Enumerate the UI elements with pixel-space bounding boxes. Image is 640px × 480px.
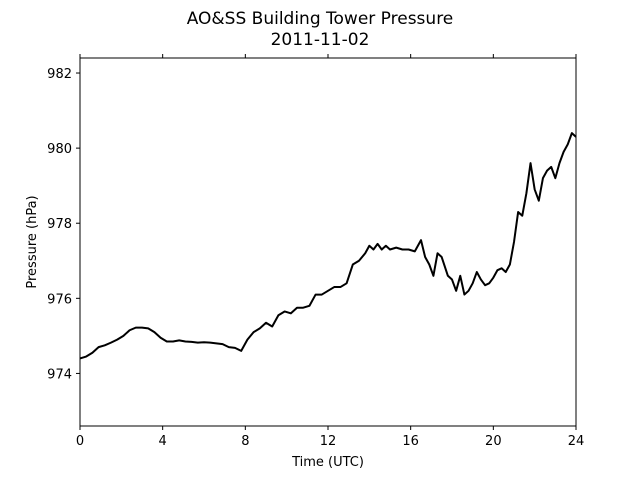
x-tick-label: 20 (485, 434, 502, 449)
x-tick-label: 24 (568, 434, 585, 449)
y-tick-label: 976 (47, 292, 72, 307)
x-tick-label: 4 (159, 434, 167, 449)
y-tick-label: 982 (47, 67, 72, 82)
x-tick-label: 16 (402, 434, 419, 449)
chart-title: AO&SS Building Tower Pressure (187, 9, 454, 29)
pressure-series-line (79, 132, 577, 360)
y-tick-label: 978 (47, 217, 72, 232)
x-tick-label: 8 (241, 434, 249, 449)
x-tick-label: 0 (76, 434, 84, 449)
x-tick-label: 12 (320, 434, 337, 449)
x-axis: 0 4 8 12 16 20 24 (76, 54, 584, 449)
y-tick-label: 974 (47, 367, 72, 382)
chart-subtitle: 2011-11-02 (271, 30, 370, 50)
y-axis-label: Pressure (hPa) (25, 195, 40, 288)
plot-frame (79, 57, 577, 427)
y-axis: 974 976 978 980 982 (47, 67, 80, 382)
y-tick-label: 980 (47, 142, 72, 157)
x-axis-label: Time (UTC) (291, 455, 364, 470)
